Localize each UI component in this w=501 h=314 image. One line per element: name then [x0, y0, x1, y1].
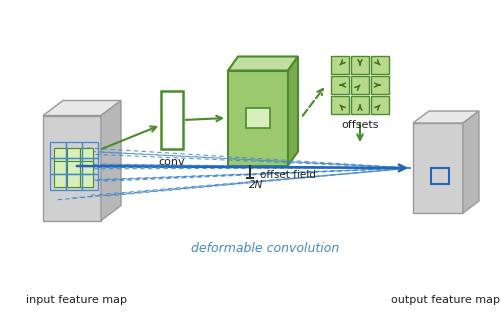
Polygon shape [101, 100, 121, 220]
Polygon shape [412, 123, 462, 213]
Text: offsets: offsets [341, 120, 378, 130]
Text: 2N: 2N [248, 181, 263, 191]
Polygon shape [370, 96, 388, 114]
Polygon shape [462, 111, 478, 213]
Polygon shape [80, 148, 93, 161]
Polygon shape [227, 57, 298, 71]
Polygon shape [67, 174, 80, 187]
Polygon shape [227, 71, 288, 165]
Polygon shape [80, 161, 93, 174]
Polygon shape [370, 76, 388, 94]
Polygon shape [412, 111, 478, 123]
Polygon shape [288, 57, 298, 165]
Polygon shape [245, 108, 270, 128]
Polygon shape [350, 56, 368, 74]
Polygon shape [54, 148, 67, 161]
Polygon shape [67, 148, 80, 161]
Polygon shape [43, 116, 101, 220]
Polygon shape [330, 76, 348, 94]
Polygon shape [80, 174, 93, 187]
Polygon shape [330, 56, 348, 74]
Polygon shape [161, 91, 183, 149]
Text: deformable convolution: deformable convolution [190, 241, 339, 255]
Polygon shape [67, 161, 80, 174]
Polygon shape [54, 174, 67, 187]
Polygon shape [54, 161, 67, 174]
Polygon shape [350, 96, 368, 114]
Polygon shape [43, 100, 121, 116]
Text: input feature map: input feature map [27, 295, 127, 305]
Polygon shape [370, 56, 388, 74]
Text: output feature map: output feature map [391, 295, 499, 305]
Polygon shape [350, 76, 368, 94]
Text: offset field: offset field [260, 170, 315, 180]
Polygon shape [330, 96, 348, 114]
Text: conv: conv [158, 157, 185, 167]
